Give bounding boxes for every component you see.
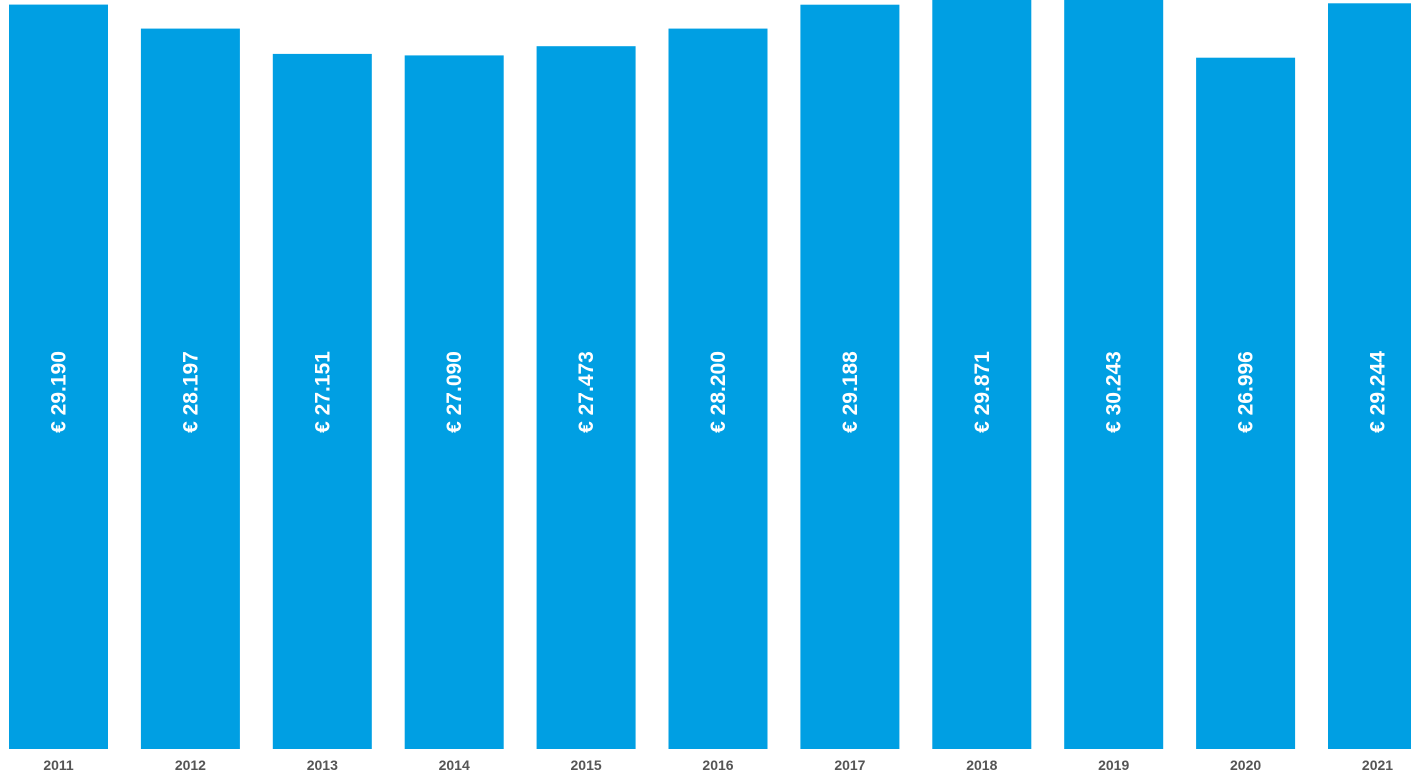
x-tick-label-2014: 2014 [439,757,470,773]
x-tick-label-2011: 2011 [43,757,74,773]
bar-2013 [272,53,372,749]
bar-value-label-2015: € 27.473 [575,351,598,433]
x-tick-label-2012: 2012 [175,757,206,773]
x-tick-label-2018: 2018 [966,757,997,773]
bar-2015 [536,46,636,749]
x-tick-label-2015: 2015 [571,757,602,773]
x-tick-label-2021: 2021 [1362,757,1393,773]
x-tick-label-2019: 2019 [1098,757,1129,773]
bar-2018 [932,0,1032,750]
bar-value-label-2019: € 30.243 [1103,351,1126,433]
bar-value-label-2016: € 28.200 [707,351,730,433]
x-tick-label-2020: 2020 [1230,757,1261,773]
bar-value-label-2014: € 27.090 [443,351,466,433]
bar-2011 [9,4,108,750]
bar-2014 [404,55,504,749]
bar-value-label-2011: € 29.190 [48,351,71,433]
bar-value-label-2020: € 26.996 [1235,351,1258,433]
bar-2019 [1064,0,1164,750]
bar-value-label-2017: € 29.188 [839,351,862,433]
x-tick-label-2013: 2013 [307,757,338,773]
bar-labels-group: € 29.190 € 28.197 € 27.151 € 27.090 € 27.473… [48,351,1390,433]
bar-value-label-2021: € 29.244 [1367,351,1390,433]
bar-2017 [800,4,900,749]
x-axis-ticks: 2011 2012 2013 2014 2015 2016 2017 2018 2019 2020… [43,757,1393,773]
bar-2020 [1196,57,1296,749]
bar-value-label-2013: € 27.151 [311,351,334,433]
bar-2012 [140,28,240,750]
x-tick-label-2016: 2016 [702,757,733,773]
bar-2016 [668,28,768,750]
bar-value-label-2012: € 28.197 [179,351,202,433]
x-tick-label-2017: 2017 [834,757,865,773]
bar-2021 [1328,3,1411,750]
bar-value-label-2018: € 29.871 [971,351,994,433]
bars-group [9,0,1411,750]
